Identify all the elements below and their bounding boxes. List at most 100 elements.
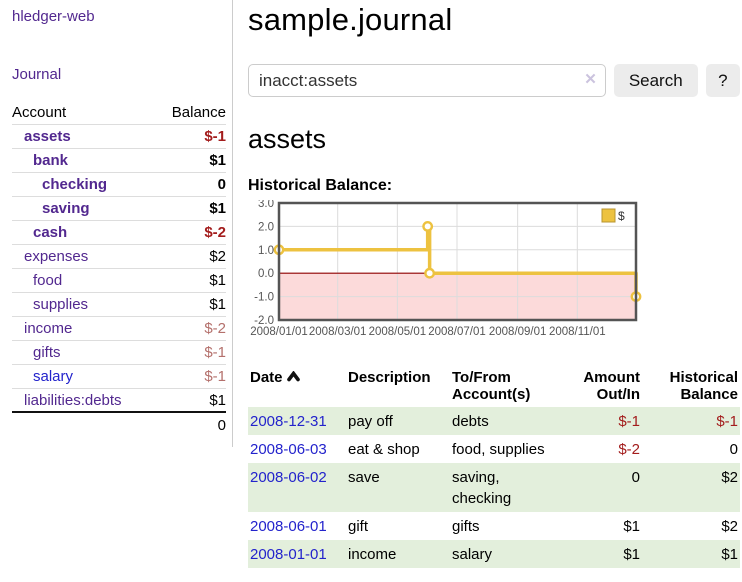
account-balance: 0	[217, 176, 226, 193]
accounts-cell: debts	[452, 413, 489, 430]
account-link-saving[interactable]: saving	[42, 200, 90, 217]
register-header-row: Date Description To/From Account(s) Amou…	[248, 367, 740, 407]
date-cell: 2008-06-02	[248, 463, 346, 512]
register-row: 2008-06-03 eat & shop food, supplies $-2 0	[248, 435, 740, 463]
account-row: liabilities:debts $1	[12, 389, 226, 413]
search-input[interactable]	[248, 64, 606, 97]
account-row: income $-2	[12, 317, 226, 341]
search-form: ✕ Search ?	[248, 64, 740, 97]
account-link-assets[interactable]: assets	[24, 128, 71, 145]
account-row: assets $-1	[12, 125, 226, 149]
svg-text:2008/03/01: 2008/03/01	[309, 326, 367, 338]
accounts-cell: gifts	[452, 518, 480, 535]
svg-text:2.0: 2.0	[258, 221, 274, 233]
account-balance: $1	[209, 200, 226, 217]
account-link-food[interactable]: food	[33, 272, 63, 289]
account-balance: $1	[209, 272, 226, 289]
balance-cell: $2	[721, 518, 738, 535]
account-total-row: 0	[12, 413, 226, 437]
account-balance-table: Account Balance assets $-1 bank $1 checking 0…	[12, 101, 226, 437]
account-balance: $-1	[204, 128, 226, 145]
register-row: 2008-12-31 pay off debts $-1 $-1	[248, 407, 740, 435]
account-link-cash[interactable]: cash	[33, 224, 68, 241]
description-column-header: Description	[348, 369, 431, 386]
transaction-date-link[interactable]: 2008-01-01	[250, 546, 327, 563]
clear-search-icon[interactable]: ✕	[584, 71, 597, 88]
description-cell: gift	[348, 518, 369, 535]
accounts-cell: food, supplies	[452, 441, 545, 458]
accounts-cell: salary	[452, 546, 493, 563]
account-balance: $-2	[204, 224, 226, 241]
account-link-salary[interactable]: salary	[33, 368, 74, 385]
description-cell: save	[348, 469, 380, 486]
svg-text:0.0: 0.0	[258, 268, 274, 280]
account-link-gifts[interactable]: gifts	[33, 344, 61, 361]
transaction-date-link[interactable]: 2008-06-01	[250, 518, 327, 535]
sort-by-date-header[interactable]: Date	[250, 369, 283, 386]
app-title-link[interactable]: hledger-web	[12, 8, 95, 25]
account-link-liabilities-debts[interactable]: liabilities:debts	[24, 391, 122, 409]
amount-cell: $-2	[618, 441, 640, 458]
register-row: 2008-06-02 save saving, checking 0 $2	[248, 463, 740, 512]
account-balance: $-2	[204, 320, 226, 337]
main-content: sample.journal ✕ Search ? assets Histori…	[248, 0, 740, 568]
account-balance: $-1	[204, 368, 226, 385]
balance-column-header: Balance	[171, 104, 226, 121]
account-column-header: Account	[12, 104, 67, 121]
account-balance: $1	[209, 391, 226, 409]
search-button[interactable]: Search	[613, 64, 698, 97]
description-cell: eat & shop	[348, 441, 420, 458]
date-cell: 2008-06-01	[248, 512, 346, 540]
svg-text:-1.0: -1.0	[254, 292, 274, 304]
balance-cell: $1	[721, 546, 738, 563]
amount-cell: 0	[631, 469, 640, 486]
account-row: supplies $1	[12, 293, 226, 317]
account-balance: $2	[209, 248, 226, 265]
svg-text:-2.0: -2.0	[254, 315, 274, 327]
svg-text:$: $	[618, 209, 625, 223]
amount-cell: $1	[623, 546, 640, 563]
amount-cell: $1	[623, 518, 640, 535]
register-row: 2008-01-01 income salary $1 $1	[248, 540, 740, 568]
account-link-income[interactable]: income	[24, 320, 73, 337]
svg-text:2008/09/01: 2008/09/01	[489, 326, 547, 338]
balance-cell: $-1	[716, 413, 738, 430]
account-balance: $-1	[204, 344, 226, 361]
account-link-supplies[interactable]: supplies	[33, 296, 89, 313]
account-balance: $1	[209, 296, 226, 313]
account-row: cash $-2	[12, 221, 226, 245]
svg-text:2008/07/01: 2008/07/01	[428, 326, 486, 338]
accounts-column-header: To/From Account(s)	[452, 369, 531, 403]
accounts-cell: saving, checking	[452, 469, 512, 507]
account-table-header: Account Balance	[12, 101, 226, 125]
description-cell: pay off	[348, 413, 393, 430]
historical-balance-chart: $3.0 2.0 1.0 0.0 -1.0 -2.0 2008/01/01 2008/03/0…	[248, 198, 740, 351]
account-link-bank[interactable]: bank	[33, 152, 69, 169]
transaction-date-link[interactable]: 2008-12-31	[250, 413, 327, 430]
date-cell: 2008-12-31	[248, 407, 346, 435]
sidebar: hledger-web Journal Account Balance asse…	[0, 0, 233, 447]
account-row: bank $1	[12, 149, 226, 173]
account-row: gifts $-1	[12, 341, 226, 365]
account-heading: assets	[248, 124, 327, 154]
sidebar-item-journal[interactable]: Journal	[12, 66, 62, 83]
register-row: 2008-06-01 gift gifts $1 $2	[248, 512, 740, 540]
transaction-date-link[interactable]: 2008-06-03	[250, 441, 327, 458]
account-row: checking 0	[12, 173, 226, 197]
help-button[interactable]: ?	[705, 64, 740, 97]
date-cell: 2008-06-03	[248, 435, 346, 463]
svg-text:1.0: 1.0	[258, 245, 274, 257]
amount-column-header: Amount Out/In	[583, 369, 640, 403]
svg-text:2008/11/01: 2008/11/01	[549, 326, 606, 338]
account-link-checking[interactable]: checking	[42, 176, 108, 193]
amount-cell: $-1	[618, 413, 640, 430]
page-title: sample.journal	[248, 2, 453, 37]
account-row: food $1	[12, 269, 226, 293]
transaction-date-link[interactable]: 2008-06-02	[250, 469, 327, 486]
svg-text:2008/05/01: 2008/05/01	[369, 326, 427, 338]
balance-cell: 0	[729, 441, 738, 458]
svg-text:2008/01/01: 2008/01/01	[250, 326, 308, 338]
balance-cell: $2	[721, 469, 738, 486]
account-link-expenses[interactable]: expenses	[24, 248, 89, 265]
